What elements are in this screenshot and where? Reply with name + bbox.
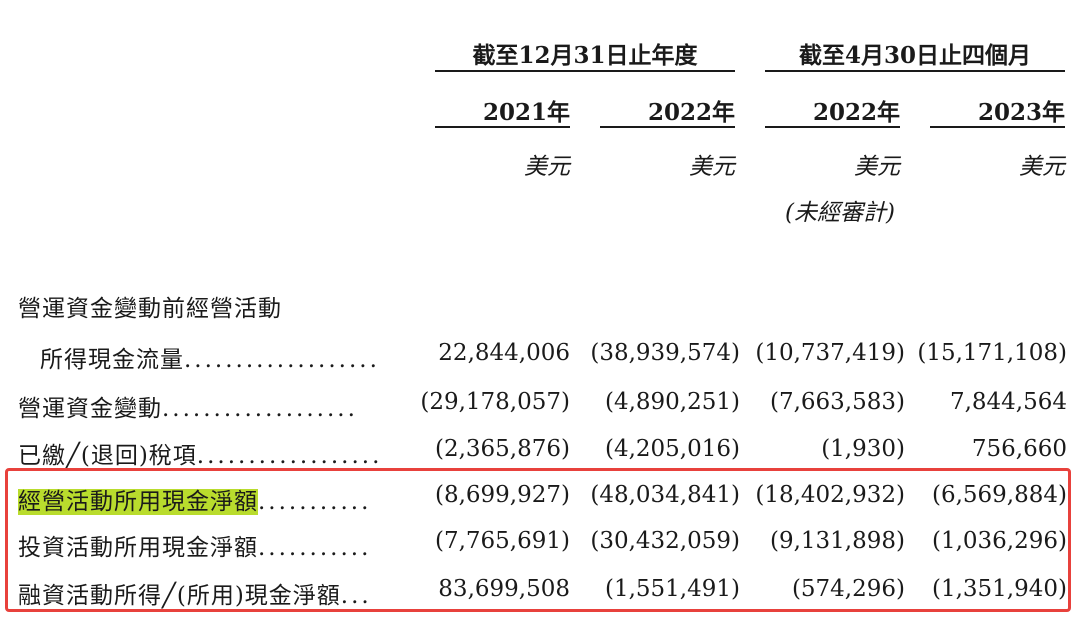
leader-dots: ...........: [258, 489, 372, 515]
row1-value-2023-4m: (15,171,108): [917, 340, 1067, 366]
row-label-text: 所得現金流量: [40, 347, 184, 373]
row6-value-2022-4m: (574,296): [791, 576, 905, 602]
row6-value-2021: 83,699,508: [438, 576, 570, 602]
year-rule-2: [600, 126, 735, 128]
unit-col-2: 美元: [689, 154, 735, 180]
highlighted-label: 經營活動所用現金淨額: [18, 489, 258, 515]
row2-value-2022: (4,890,251): [604, 389, 740, 415]
leader-dots: ...................: [162, 396, 358, 422]
annotation-box: [5, 468, 1071, 612]
unaudited-note: (未經審計): [785, 200, 895, 226]
row-label-text: 已繳╱(退回)稅項: [18, 443, 197, 469]
row4-value-2021: (8,699,927): [434, 482, 570, 508]
year-col-2: 2022年: [647, 99, 735, 126]
row2-value-2023-4m: 7,844,564: [949, 389, 1067, 415]
year-rule-4: [930, 126, 1065, 128]
header-period-month: 截至4月30日止四個月: [798, 42, 1031, 69]
row5-value-2022: (30,432,059): [590, 528, 740, 554]
row3-value-2023-4m: 756,660: [971, 436, 1067, 462]
leader-dots: ...: [340, 583, 372, 609]
row4-value-2022: (48,034,841): [590, 482, 740, 508]
row1-value-2022-4m: (10,737,419): [755, 340, 905, 366]
row4-value-2023-4m: (6,569,884): [931, 482, 1067, 508]
row-label-text: 投資活動所用現金淨額: [18, 535, 258, 561]
row6-value-2023-4m: (1,351,940): [931, 576, 1067, 602]
row3-value-2022-4m: (1,930): [821, 436, 905, 462]
row5-value-2022-4m: (9,131,898): [769, 528, 905, 554]
year-col-1: 2021年: [482, 99, 570, 126]
row-label: 營運資金變動...................: [18, 389, 358, 423]
row-label-text: 營運資金變動: [18, 396, 162, 422]
row-label: 融資活動所得╱(所用)現金淨額...: [18, 576, 372, 610]
row4-value-2022-4m: (18,402,932): [755, 482, 905, 508]
row-label: 所得現金流量...................: [40, 340, 380, 374]
row5-value-2021: (7,765,691): [434, 528, 570, 554]
row-label: 已繳╱(退回)稅項..................: [18, 436, 382, 470]
row-label: 投資活動所用現金淨額...........: [18, 528, 371, 562]
row2-value-2022-4m: (7,663,583): [769, 389, 905, 415]
header-rule-year: [435, 70, 735, 72]
unit-col-4: 美元: [1019, 154, 1065, 180]
row2-value-2021: (29,178,057): [420, 389, 570, 415]
year-rule-3: [765, 126, 900, 128]
row-label-text: 融資活動所得╱(所用)現金淨額: [18, 583, 341, 609]
row-label-line1: 營運資金變動前經營活動: [18, 296, 282, 322]
row5-value-2023-4m: (1,036,296): [931, 528, 1067, 554]
row1-value-2021: 22,844,006: [438, 340, 570, 366]
year-col-4: 2023年: [977, 99, 1065, 126]
header-rule-month: [765, 70, 1065, 72]
unit-col-3: 美元: [854, 154, 900, 180]
row6-value-2022: (1,551,491): [604, 576, 740, 602]
leader-dots: ...................: [184, 347, 380, 373]
row3-value-2022: (4,205,016): [604, 436, 740, 462]
leader-dots: ...........: [258, 535, 372, 561]
header-period-year: 截至12月31日止年度: [472, 42, 698, 69]
year-rule-1: [435, 126, 570, 128]
leader-dots: ..................: [196, 443, 383, 469]
year-col-3: 2022年: [812, 99, 900, 126]
unit-col-1: 美元: [524, 154, 570, 180]
row-label: 經營活動所用現金淨額...........: [18, 482, 371, 516]
row3-value-2021: (2,365,876): [434, 436, 570, 462]
row1-value-2022: (38,939,574): [590, 340, 740, 366]
